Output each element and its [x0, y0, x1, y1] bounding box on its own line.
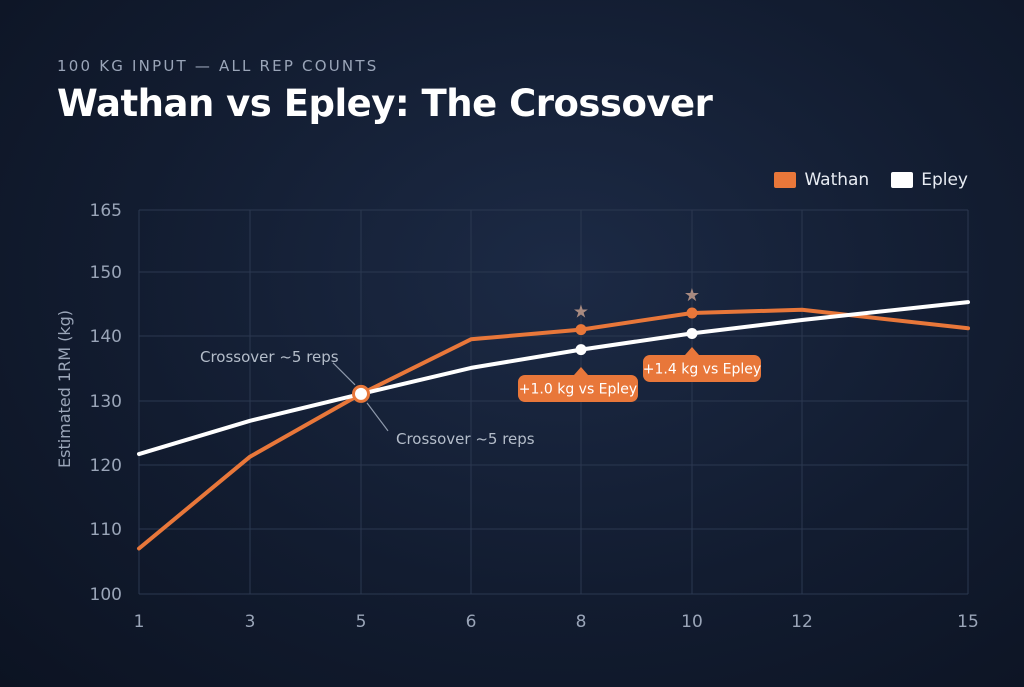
crossover-leader-line-top	[332, 362, 356, 386]
x-tick-label: 10	[681, 612, 703, 632]
point-wathan-8	[575, 324, 587, 336]
point-wathan-10	[686, 307, 698, 319]
x-tick-label: 12	[791, 612, 813, 632]
x-tick-label: 6	[466, 612, 477, 632]
legend-swatch-wathan	[774, 172, 797, 188]
x-tick-label: 5	[356, 612, 367, 632]
y-tick-label: 150	[90, 263, 122, 283]
legend-entry-epley: Epley	[891, 170, 968, 190]
legend-swatch-epley	[891, 172, 914, 188]
y-axis-label: Estimated 1RM (kg)	[55, 310, 74, 468]
crossover-leader-line-bottom	[366, 402, 389, 432]
series-lines	[137, 300, 970, 551]
chart-subtitle: 100 KG INPUT — ALL REP COUNTS	[57, 57, 379, 75]
callout-10-reps: +1.4 kg vs Epley	[643, 347, 761, 382]
x-tick-label: 15	[957, 612, 979, 632]
y-tick-label: 100	[90, 585, 122, 605]
y-tick-label: 120	[90, 456, 122, 476]
x-tick-label: 1	[134, 612, 145, 632]
star-marker: ★	[573, 302, 589, 323]
callout-10-reps-box	[643, 355, 761, 382]
x-tick-label: 8	[576, 612, 587, 632]
legend-label-wathan: Wathan	[804, 170, 870, 190]
y-tick-label: 165	[90, 201, 122, 221]
series-line-epley	[137, 300, 970, 457]
x-axis-ticks: 1 3 5 6 8 10 12 15	[134, 612, 979, 632]
callout-8-reps: +1.0 kg vs Epley	[518, 367, 638, 402]
y-tick-label: 130	[90, 392, 122, 412]
series-line-wathan	[137, 307, 970, 551]
crossover-label-top: Crossover ~5 reps	[200, 348, 339, 366]
callout-8-reps-text: +1.0 kg vs Epley	[519, 382, 637, 398]
star-marker: ★	[684, 285, 700, 306]
point-epley-8	[575, 344, 587, 356]
y-tick-label: 110	[90, 520, 122, 540]
legend-label-epley: Epley	[921, 170, 968, 190]
legend: Wathan Epley	[774, 170, 968, 190]
point-epley-10	[686, 327, 698, 339]
callout-8-reps-pointer	[574, 367, 588, 375]
x-tick-label: 3	[245, 612, 256, 632]
callout-10-reps-pointer	[685, 347, 699, 355]
crossover-label-bottom: Crossover ~5 reps	[396, 430, 535, 448]
chart-title: Wathan vs Epley: The Crossover	[57, 82, 713, 125]
legend-entry-wathan: Wathan	[774, 170, 869, 190]
callout-8-reps-box	[518, 375, 638, 402]
annotations: ★ ★ Crossover ~5 reps Crossover ~5 reps +1.0…	[200, 285, 761, 448]
y-tick-label: 140	[90, 327, 122, 347]
y-axis-ticks: 100 110 120 130 140 150 165	[90, 201, 122, 605]
crossover-point	[352, 384, 370, 403]
callout-10-reps-text: +1.4 kg vs Epley	[643, 362, 761, 378]
